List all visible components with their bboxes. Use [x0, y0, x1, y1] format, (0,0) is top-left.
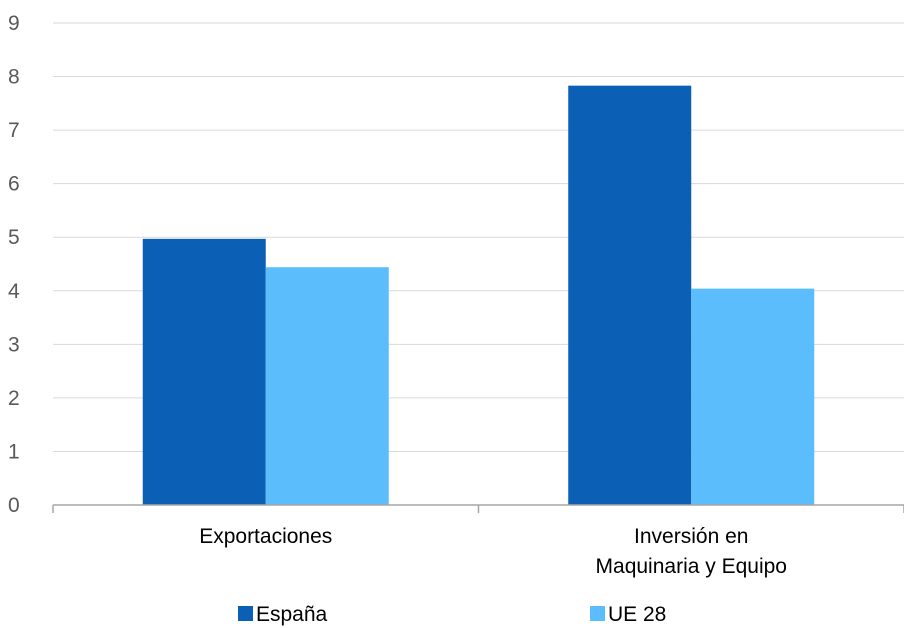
category-label: Maquinaria y Equipo	[596, 555, 787, 578]
legend-label: España	[256, 603, 328, 626]
y-tick-label: 6	[8, 173, 20, 196]
category-label: Inversión en	[634, 525, 748, 548]
bar-ue28-1	[691, 288, 815, 505]
y-tick-label: 3	[8, 333, 20, 356]
legend-label: UE 28	[608, 603, 666, 626]
legend-swatch	[590, 606, 605, 621]
y-tick-label: 5	[8, 226, 20, 249]
legend: España UE 28	[238, 603, 666, 626]
y-axis-ticks: 0 1 2 3 4 5 6 7 8 9	[8, 12, 20, 517]
y-tick-label: 4	[8, 280, 20, 303]
y-tick-label: 7	[8, 119, 20, 142]
y-tick-label: 0	[8, 494, 20, 517]
bar-espana-0	[142, 238, 266, 505]
bar-espana-1	[568, 85, 692, 505]
y-tick-label: 1	[8, 440, 20, 463]
bars	[142, 85, 815, 505]
legend-swatch	[238, 606, 253, 621]
x-axis	[52, 504, 904, 513]
bar-ue28-0	[265, 267, 389, 505]
category-label: Exportaciones	[199, 525, 332, 548]
y-tick-label: 8	[8, 66, 20, 89]
y-tick-label: 2	[8, 387, 20, 410]
category-labels: Exportaciones Inversión en Maquinaria y Eq…	[199, 525, 787, 578]
y-tick-label: 9	[8, 12, 20, 35]
